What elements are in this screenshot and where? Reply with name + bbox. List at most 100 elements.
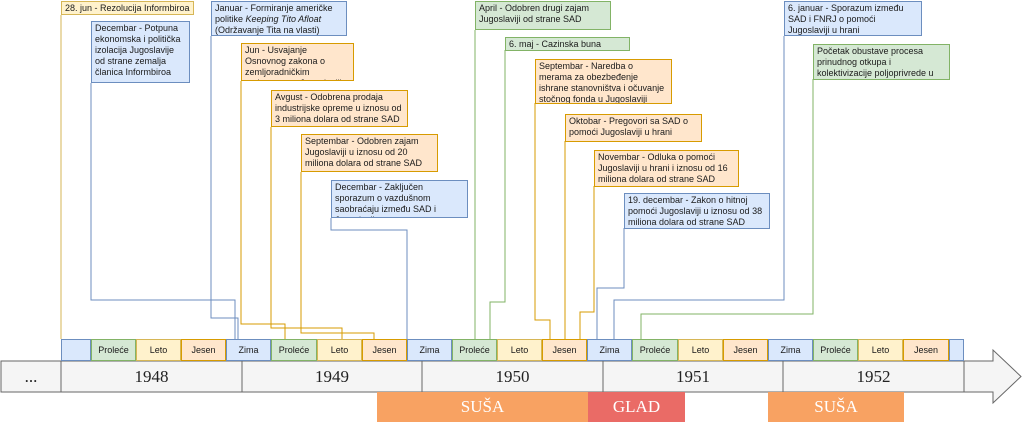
season-label: Zima [238,345,259,355]
season-cell: Proleće [271,339,317,361]
event-text: 6. maj - Cazinska buna [509,39,602,49]
connector-e10 [534,103,551,339]
period-famine: GLAD [588,392,685,422]
event-text: Avgust - Odobrena prodaja industrijske o… [275,92,402,124]
season-label: Leto [510,345,529,355]
season-cell [61,339,91,361]
connector-e2 [90,83,236,339]
season-cell: Leto [136,339,181,361]
season-label: Zima [780,345,801,355]
connector-e15 [640,79,814,339]
year-1948: 1948 [61,361,242,392]
event-box-e12: Novembar - Odluka o pomoći Jugoslaviji u… [594,150,739,187]
event-box-e8: April - Odobren drugi zajam Jugoslaviji … [475,1,611,30]
season-cell [949,339,964,361]
event-box-e1: 28. jun - Rezolucija Informbiroa [61,1,194,15]
event-box-e10: Septembar - Naredba o merama za obezbeđe… [535,59,672,104]
season-cell: Leto [678,339,723,361]
season-cell: Proleće [632,339,678,361]
season-label: Proleće [98,345,129,355]
season-label: Leto [149,345,168,355]
connector-e6 [300,172,375,339]
event-text: Početak obustave procesa prinudnog otkup… [817,46,934,78]
event-text: Decembar - Zaključen sporazum o vazdušno… [335,182,437,217]
connector-e14 [613,36,785,339]
year-label: 1949 [315,366,349,386]
season-cell: Jesen [181,339,226,361]
event-box-e9: 6. maj - Cazinska buna [505,37,630,51]
event-box-e3: Januar - Formiranje američke politike Ke… [211,1,347,36]
event-text: Oktobar - Pregovori sa SAD o pomoći Jugo… [569,116,689,137]
event-box-e2: Decembar - Potpuna ekonomska i politička… [91,21,190,83]
timeline-start-label: ... [24,366,38,386]
season-cell: Zima [768,339,813,361]
season-label: Jesen [733,345,758,355]
season-cell: Zima [407,339,452,361]
season-cell: Jesen [903,339,949,361]
year-1949: 1949 [242,361,422,392]
season-cell: Jesen [542,339,587,361]
event-text: Septembar - Naredba o merama za obezbeđe… [539,61,665,104]
connector-e12 [579,186,595,339]
year-label: 1948 [134,366,169,386]
period-drought-1: SUŠA [377,392,588,422]
connector-e9 [489,50,506,339]
event-text: Jun - Usvajanje Osnovnog zakona o zemljo… [245,45,342,80]
season-label: Jesen [913,345,939,355]
season-cell: Leto [497,339,542,361]
event-box-e11: Oktobar - Pregovori sa SAD o pomoći Jugo… [565,114,702,142]
period-drought-2: SUŠA [768,392,904,422]
event-text: 19. decembar - Zakon o hitnoj pomoći Jug… [628,195,763,227]
year-1950: 1950 [422,361,603,392]
connector-e4 [240,81,286,339]
event-box-e14: 6. januar - Sporazum između SAD i FNRJ o… [784,1,922,36]
season-cell: Jesen [723,339,768,361]
season-cell: Proleće [813,339,858,361]
event-box-e4: Jun - Usvajanje Osnovnog zakona o zemljo… [241,43,354,81]
event-text: Novembar - Odluka o pomoći Jugoslaviji u… [598,152,728,184]
connector-e7 [330,218,408,339]
season-label: Zima [599,345,620,355]
season-label: Proleće [639,345,671,355]
period-label: GLAD [612,397,661,416]
year-label: 1952 [856,366,891,386]
event-text: 28. jun - Rezolucija Informbiroa [65,3,190,13]
season-cell: Zima [226,339,271,361]
event-box-e6: Septembar - Odobren zajam Jugoslaviji u … [301,134,438,172]
season-cell: Leto [317,339,362,361]
timeline-start: ... [1,361,61,392]
timeline-arrow [0,348,1022,405]
event-text: 6. januar - Sporazum između SAD i FNRJ o… [788,3,904,35]
season-label: Leto [330,345,349,355]
event-box-e13: 19. decembar - Zakon o hitnoj pomoći Jug… [624,193,770,229]
event-text: Januar - Formiranje američke politike [215,3,333,24]
season-cell: Leto [858,339,903,361]
season-label: Leto [871,345,890,355]
season-cell: Zima [587,339,632,361]
event-text: Septembar - Odobren zajam Jugoslaviji u … [305,136,423,168]
season-label: Jesen [552,345,577,355]
year-label: 1950 [495,366,530,386]
season-label: Leto [691,345,710,355]
year-label: 1951 [676,366,710,386]
event-text: Decembar - Potpuna ekonomska i politička… [95,23,181,77]
season-cell: Jesen [362,339,407,361]
season-label: Proleće [278,345,310,355]
period-label: SUŠA [814,397,858,416]
event-text-policy: Keeping Tito Afloat [245,14,322,24]
event-text: April - Odobren drugi zajam Jugoslaviji … [479,3,590,24]
connector-e3 [210,36,239,339]
year-1952: 1952 [783,361,964,392]
year-1951: 1951 [603,361,783,392]
season-label: Zima [419,345,440,355]
season-label: Jesen [372,345,397,355]
season-cell: Proleće [91,339,136,361]
season-label: Jesen [191,345,216,355]
season-label: Proleće [820,345,851,355]
event-box-e7: Decembar - Zaključen sporazum o vazdušno… [331,180,468,218]
event-box-e5: Avgust - Odobrena prodaja industrijske o… [271,90,408,127]
event-text: (Održavanje Tita na vlasti) [215,25,320,35]
season-cell: Proleće [452,339,497,361]
event-box-e15: Početak obustave procesa prinudnog otkup… [813,44,950,80]
